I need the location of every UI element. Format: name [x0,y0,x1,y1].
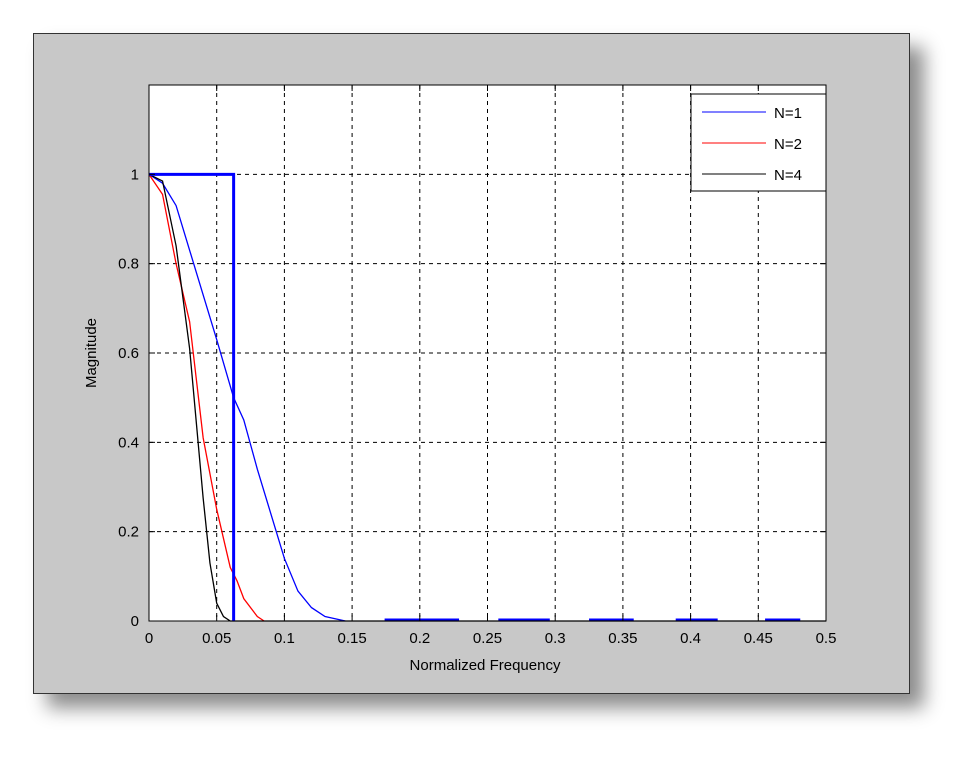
x-tick-label: 0.1 [274,630,295,647]
y-tick-label: 0.2 [118,524,139,541]
x-tick-label: 0.05 [202,630,231,647]
y-tick-label: 1 [131,166,139,183]
legend-label-n1: N=1 [774,105,802,122]
x-tick-label: 0.4 [680,630,701,647]
x-tick-label: 0.45 [744,630,773,647]
legend-label-n4: N=4 [774,167,802,184]
y-tick-label: 0.6 [118,345,139,362]
x-tick-label: 0.5 [816,630,837,647]
y-axis-label: Magnitude [83,318,100,388]
x-tick-label: 0.25 [473,630,502,647]
y-tick-label: 0.4 [118,434,139,451]
series-N1 [148,173,346,622]
x-tick-label: 0 [145,630,153,647]
chart: 0 0.05 0.1 0.15 0.2 0.25 0.3 0.35 0.4 0.45 0.5 0 0.2… [83,84,837,674]
series-N2 [148,173,265,622]
x-tick-label: 0.2 [409,630,430,647]
x-axis-label: Normalized Frequency [410,657,561,674]
y-tick-label: 0.8 [118,256,139,273]
ideal-filter-line [149,172,236,621]
series-N4 [148,173,826,622]
x-tick-label: 0.3 [545,630,566,647]
y-tick-label: 0 [131,613,139,630]
legend: N=1 N=2 N=4 [690,93,827,192]
legend-label-n2: N=2 [774,136,802,153]
x-tick-label: 0.35 [608,630,637,647]
figure-window: 0 0.05 0.1 0.15 0.2 0.25 0.3 0.35 0.4 0.45 0.5 0 0.2… [33,33,910,694]
x-tick-label: 0.15 [337,630,366,647]
